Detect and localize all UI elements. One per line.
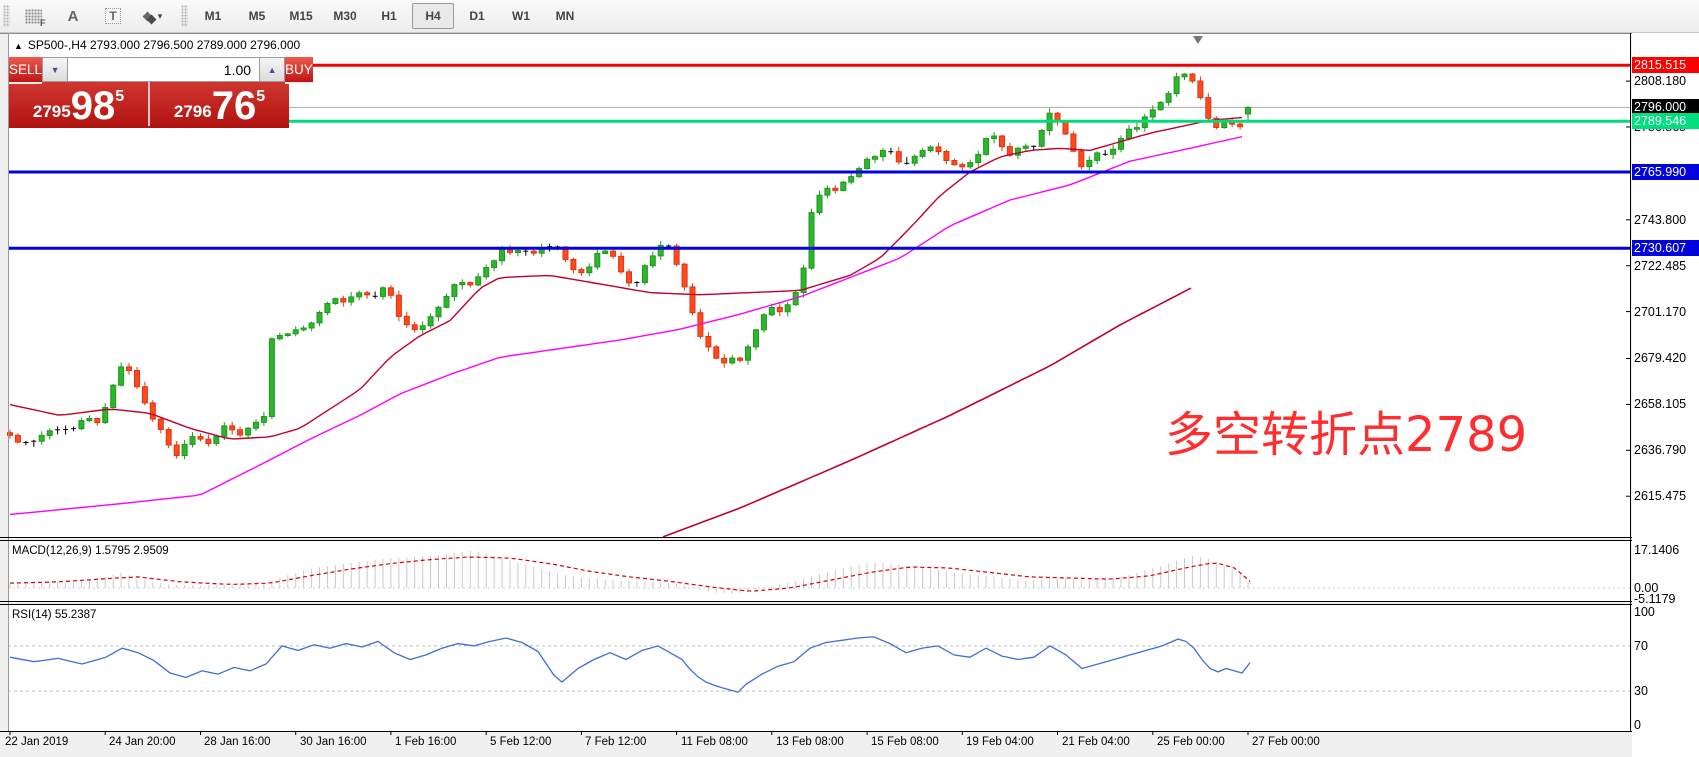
macd-scale-label: 0.00: [1634, 581, 1659, 595]
one-click-trading-panel: SELL ▼ ▲ BUY 2795 98 5 2796 76 5: [9, 57, 313, 128]
price-tick-label: 2722.485: [1634, 259, 1687, 273]
price-tick-label: 2658.105: [1634, 397, 1687, 411]
sell-price[interactable]: 2795 98 5: [9, 82, 148, 126]
svg-text:MACD(12,26,9) 1.5795 2.9509: MACD(12,26,9) 1.5795 2.9509: [12, 545, 169, 557]
chart-area: MACD(12,26,9) 1.5795 2.9509 RSI(14) 55.23…: [0, 33, 1699, 757]
toolbar: F A T ▾ M1 M5 M15 M30 H1 H4 D1 W1 MN: [0, 0, 1699, 33]
rsi-scale-label: 0: [1634, 718, 1641, 732]
time-label: 19 Feb 04:00: [966, 736, 1034, 748]
price-scale[interactable]: 2808.1802786.8652743.8002722.4852701.170…: [1632, 33, 1699, 757]
price-badge: 2730.607: [1632, 240, 1699, 256]
letter-a-icon: A: [67, 7, 79, 25]
chart-title: ▲ SP500-,H4 2793.000 2796.500 2789.000 27…: [14, 38, 300, 52]
buy-price-sup: 5: [256, 88, 266, 105]
price-tick-label: 2743.800: [1634, 213, 1687, 227]
sell-button[interactable]: SELL: [9, 57, 43, 84]
chevron-down-icon: ▾: [157, 10, 163, 21]
sell-price-sup: 5: [115, 88, 125, 105]
time-label: 30 Jan 16:00: [300, 736, 367, 748]
buy-button[interactable]: BUY: [285, 57, 313, 84]
time-label: 27 Feb 00:00: [1252, 736, 1320, 748]
price-badge: 2789.546: [1632, 113, 1699, 129]
timeframe-bar: M1 M5 M15 M30 H1 H4 D1 W1 MN: [191, 3, 587, 29]
price-chart[interactable]: MACD(12,26,9) 1.5795 2.9509 RSI(14) 55.23…: [0, 33, 1632, 757]
time-axis[interactable]: 22 Jan 2019 24 Jan 20:00 28 Jan 16:00 30 Ja…: [0, 733, 1632, 755]
tf-H4[interactable]: H4: [412, 3, 454, 29]
tf-M1[interactable]: M1: [204, 9, 222, 23]
time-label: 25 Feb 00:00: [1157, 736, 1225, 748]
time-label: 5 Feb 12:00: [490, 736, 552, 748]
price-tick-label: 2679.420: [1634, 351, 1687, 365]
sell-price-prefix: 2795: [32, 102, 71, 121]
volume-increase-button[interactable]: ▲: [259, 57, 286, 82]
time-label: 21 Feb 04:00: [1062, 736, 1130, 748]
time-label: 7 Feb 12:00: [585, 736, 647, 748]
tf-MN[interactable]: MN: [555, 9, 575, 23]
buy-price-prefix: 2796: [173, 102, 212, 121]
toolbar-grip[interactable]: [181, 5, 188, 27]
rsi-scale-label: 30: [1634, 684, 1648, 698]
price-divider: [148, 82, 150, 126]
rsi-scale-label: 100: [1634, 605, 1655, 619]
price-tick-label: 2615.475: [1634, 489, 1687, 503]
tf-W1[interactable]: W1: [512, 9, 530, 23]
time-label: 22 Jan 2019: [5, 736, 69, 748]
price-tick-label: 2701.170: [1634, 305, 1687, 319]
price-badge: 2796.000: [1632, 99, 1699, 115]
sell-price-big: 98: [70, 84, 116, 128]
time-label: 24 Jan 20:00: [109, 736, 176, 748]
price-badge: 2765.990: [1632, 164, 1699, 180]
svg-text:RSI(14) 55.2387: RSI(14) 55.2387: [12, 609, 96, 621]
macd-scale-label: -5.1179: [1634, 592, 1676, 606]
rsi-scale-label: 70: [1634, 639, 1648, 653]
tf-M15[interactable]: M15: [289, 9, 313, 23]
price-tick-label: 2636.790: [1634, 443, 1687, 457]
volume-decrease-button[interactable]: ▼: [42, 57, 69, 82]
indicators-grid-icon[interactable]: F: [14, 3, 52, 29]
grid-icon: F: [24, 8, 46, 28]
symbol-marker-icon: ▲: [14, 41, 23, 51]
objects-dropdown-button[interactable]: ▾: [134, 3, 172, 29]
time-label: 11 Feb 08:00: [681, 736, 748, 748]
time-label: 1 Feb 16:00: [395, 736, 457, 748]
buy-price[interactable]: 2796 76 5: [150, 82, 289, 126]
time-label: 13 Feb 08:00: [776, 736, 844, 748]
text-box-button[interactable]: T: [94, 3, 132, 29]
chart-annotation: 多空转折点2789: [1165, 407, 1528, 463]
letter-t-icon: T: [105, 8, 121, 24]
tf-H1[interactable]: H1: [381, 9, 397, 23]
volume-input[interactable]: [68, 57, 260, 82]
chart-title-text: SP500-,H4 2793.000 2796.500 2789.000 279…: [27, 38, 301, 52]
toolbar-grip[interactable]: [3, 5, 10, 27]
macd-scale-label: 17.1406: [1634, 543, 1680, 557]
buy-price-big: 76: [211, 84, 257, 128]
time-label: 28 Jan 16:00: [204, 736, 271, 748]
tf-D1[interactable]: D1: [469, 9, 485, 23]
text-label-button[interactable]: A: [54, 3, 92, 29]
tf-M30[interactable]: M30: [333, 9, 357, 23]
price-badge: 2815.515: [1632, 57, 1699, 73]
tf-M5[interactable]: M5: [248, 9, 266, 23]
time-label: 15 Feb 08:00: [871, 736, 939, 748]
price-tick-label: 2808.180: [1634, 74, 1687, 88]
